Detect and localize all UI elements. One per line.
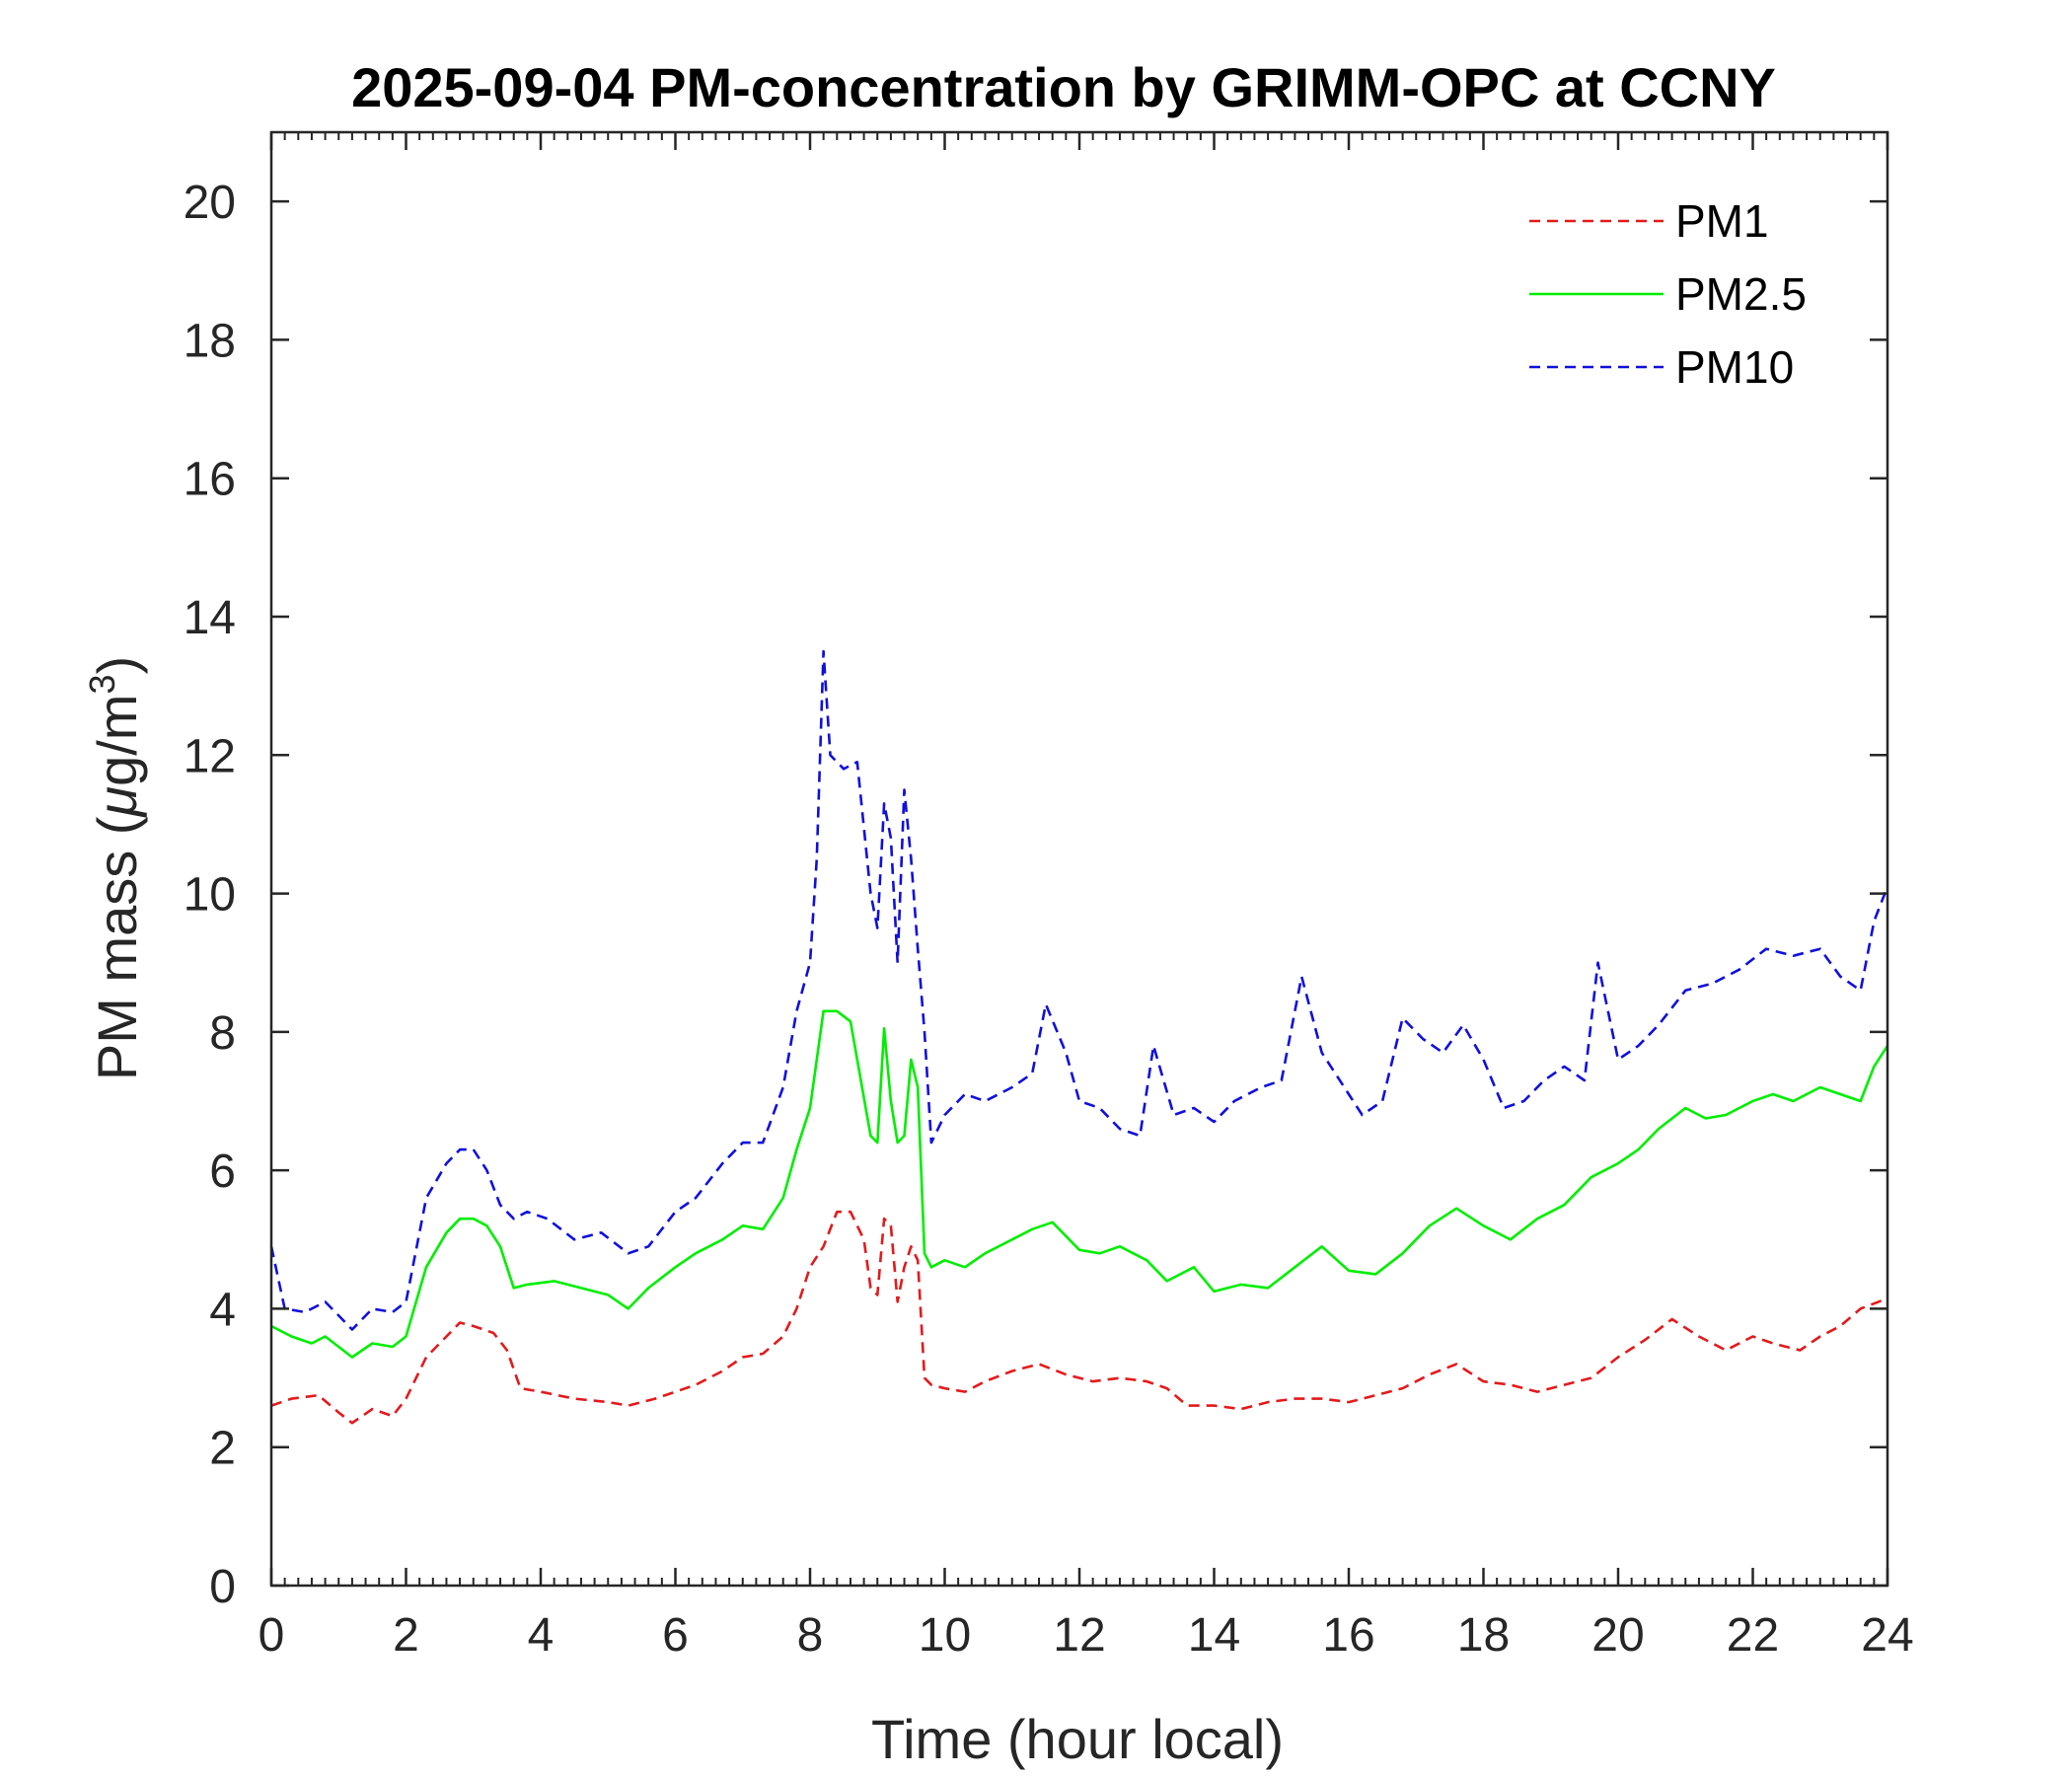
y-tick-label: 2 — [209, 1423, 236, 1475]
x-tick-label: 2 — [393, 1609, 419, 1662]
y-tick-label: 10 — [184, 869, 236, 922]
y-axis-label-mu: μ — [86, 786, 148, 819]
chart-title: 2025-09-04 PM-concentration by GRIMM-OPC… — [351, 56, 1776, 118]
y-tick-label: 0 — [209, 1561, 236, 1613]
x-tick-label: 14 — [1188, 1609, 1240, 1662]
y-tick-label: 20 — [184, 177, 236, 229]
plot-background — [271, 132, 1887, 1586]
plot-area — [271, 132, 1887, 1586]
y-tick-label: 6 — [209, 1146, 236, 1198]
legend-label-pm1: PM1 — [1675, 195, 1769, 247]
y-axis-label-unit: g/m — [86, 695, 148, 786]
x-tick-label: 20 — [1591, 1609, 1644, 1662]
y-tick-label: 8 — [209, 1007, 236, 1060]
y-tick-label: 4 — [209, 1284, 236, 1336]
y-tick-label: 16 — [184, 454, 236, 506]
y-axis-label-main: PM mass ( — [86, 816, 148, 1080]
x-tick-label: 12 — [1053, 1609, 1105, 1662]
legend: PM1 PM2.5 PM10 — [1529, 195, 1807, 393]
x-tick-label: 24 — [1861, 1609, 1913, 1662]
series-layer — [269, 649, 1889, 1425]
x-tick-label: 16 — [1322, 1609, 1374, 1662]
y-axis-label-sup: 3 — [82, 675, 122, 695]
x-tick-label: 18 — [1457, 1609, 1510, 1662]
y-tick-label: 14 — [184, 592, 236, 644]
y-tick-label: 12 — [184, 730, 236, 782]
legend-label-pm10: PM10 — [1675, 341, 1794, 393]
y-axis-label-close: ) — [86, 656, 148, 675]
legend-label-pm2-5: PM2.5 — [1675, 268, 1807, 320]
series-line-pm2-5 — [270, 1009, 1889, 1359]
y-axis-label: PM mass (μg/m3) — [82, 656, 148, 1080]
x-tick-label: 6 — [662, 1609, 689, 1662]
y-tick-label: 18 — [184, 315, 236, 367]
x-tick-label: 4 — [528, 1609, 555, 1662]
x-axis-label: Time (hour local) — [871, 1708, 1284, 1770]
x-tick-label: 8 — [797, 1609, 824, 1662]
x-tick-label: 10 — [919, 1609, 971, 1662]
x-tick-label: 0 — [259, 1609, 285, 1662]
x-tick-label: 22 — [1727, 1609, 1779, 1662]
